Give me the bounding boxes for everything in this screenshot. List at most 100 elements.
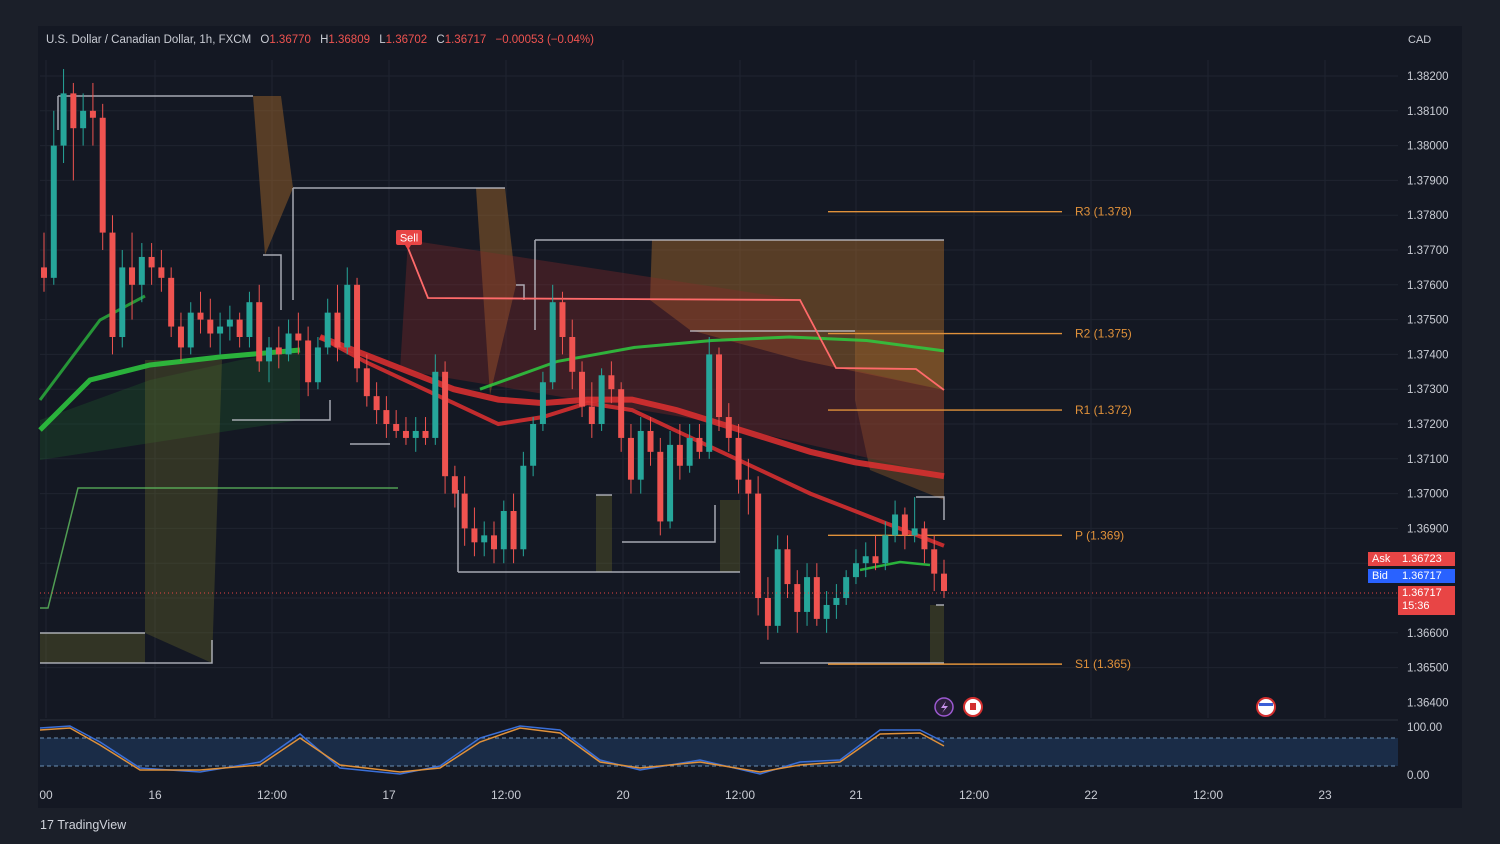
- candle: [598, 368, 605, 431]
- candle-body: [794, 584, 801, 612]
- candle-body: [442, 371, 449, 477]
- candle-body: [941, 573, 947, 592]
- candle-body: [647, 430, 654, 452]
- time-tick-label: 12:00: [725, 788, 755, 802]
- ema-line: [319, 335, 945, 548]
- candle-body: [373, 396, 380, 411]
- candle-body: [872, 556, 879, 564]
- candle: [804, 563, 811, 626]
- candle: [774, 535, 781, 633]
- candle: [608, 361, 615, 404]
- oscillator-pane: 100.00 0.00: [39, 719, 1442, 782]
- shaded-zone: [145, 360, 222, 663]
- candle-body: [41, 267, 47, 278]
- sell-marker: Sell: [396, 230, 422, 250]
- candle: [129, 232, 136, 320]
- candle: [510, 493, 517, 564]
- candles: [41, 69, 947, 640]
- candle-body: [784, 549, 791, 585]
- candle-body: [579, 371, 586, 407]
- candle: [432, 354, 439, 445]
- candle: [119, 250, 126, 348]
- candle: [383, 396, 390, 438]
- range-band-line: [57, 95, 253, 130]
- bar-countdown: 15:36: [1402, 600, 1430, 612]
- candle-body: [285, 333, 292, 355]
- candle-body: [217, 326, 224, 334]
- open-value: 1.36770: [269, 34, 311, 46]
- price-axis: 1.38200 1.38100 1.38000 1.37900 1.37800 1.377…: [1407, 71, 1449, 709]
- candle: [168, 267, 175, 337]
- candle-body: [109, 232, 116, 337]
- us-flag-mark: [1259, 703, 1273, 706]
- candle-body: [305, 340, 312, 383]
- event-icons: [934, 697, 1276, 717]
- candle: [422, 417, 429, 445]
- candle: [207, 298, 214, 348]
- candle-body: [686, 437, 693, 466]
- trail-stop-line: [407, 247, 945, 391]
- candle: [451, 465, 458, 508]
- candle-body: [138, 256, 145, 285]
- candle-body: [207, 319, 214, 334]
- candle: [627, 424, 634, 494]
- range-band-line: [263, 254, 282, 310]
- candle: [686, 424, 693, 473]
- candle: [764, 577, 771, 640]
- candle: [745, 458, 752, 515]
- candle: [99, 103, 106, 250]
- candle: [784, 535, 791, 598]
- range-band-line: [457, 490, 740, 573]
- oscillator-d-line: [39, 727, 945, 773]
- candle-body: [843, 577, 850, 598]
- candle-body: [50, 145, 57, 278]
- candle: [89, 82, 96, 146]
- oscillator-tick-label: 0.00: [1407, 770, 1429, 782]
- price-tick-label: 1.37200: [1407, 419, 1449, 431]
- candle-body: [168, 277, 175, 327]
- candle-body: [813, 577, 820, 619]
- candle: [197, 291, 204, 334]
- candle: [941, 559, 947, 598]
- range-band-line: [534, 239, 944, 330]
- candle: [833, 584, 840, 619]
- candle-body: [804, 577, 811, 612]
- price-tick-label: 1.37500: [1407, 315, 1449, 327]
- candle-body: [716, 354, 722, 418]
- candle: [50, 110, 57, 285]
- candle: [471, 507, 478, 557]
- shaded-zone: [650, 240, 944, 390]
- candle-body: [725, 417, 732, 438]
- time-tick-label: 16: [148, 788, 162, 802]
- candle: [256, 284, 263, 372]
- candle-body: [657, 451, 664, 522]
- candle-body: [99, 117, 106, 233]
- price-tick-label: 1.37300: [1407, 384, 1449, 396]
- tradingview-logo[interactable]: 17 TradingView: [40, 818, 126, 832]
- candle: [109, 215, 116, 355]
- time-tick-label: 12:00: [1193, 788, 1223, 802]
- candle-body: [823, 604, 830, 619]
- candle-body: [80, 110, 87, 129]
- candle-body: [755, 493, 762, 598]
- candle: [755, 476, 762, 616]
- candle: [882, 521, 889, 571]
- last-price: 1.36717: [1402, 587, 1442, 599]
- candle: [41, 232, 47, 292]
- candle: [676, 424, 683, 480]
- candle: [491, 521, 497, 564]
- time-tick-label: 12:00: [491, 788, 521, 802]
- time-tick-label: 12:00: [959, 788, 989, 802]
- candle: [442, 361, 449, 494]
- price-tick-label: 1.36400: [1407, 697, 1449, 709]
- ema-line: [318, 334, 945, 480]
- candle: [843, 570, 850, 605]
- candle: [706, 337, 713, 459]
- candle-body: [451, 476, 458, 494]
- candle: [862, 542, 869, 578]
- pivot-level-label: R1 (1.372): [1075, 403, 1132, 417]
- candle: [579, 361, 586, 418]
- price-tick-label: 1.37400: [1407, 349, 1449, 361]
- candle-body: [266, 347, 272, 362]
